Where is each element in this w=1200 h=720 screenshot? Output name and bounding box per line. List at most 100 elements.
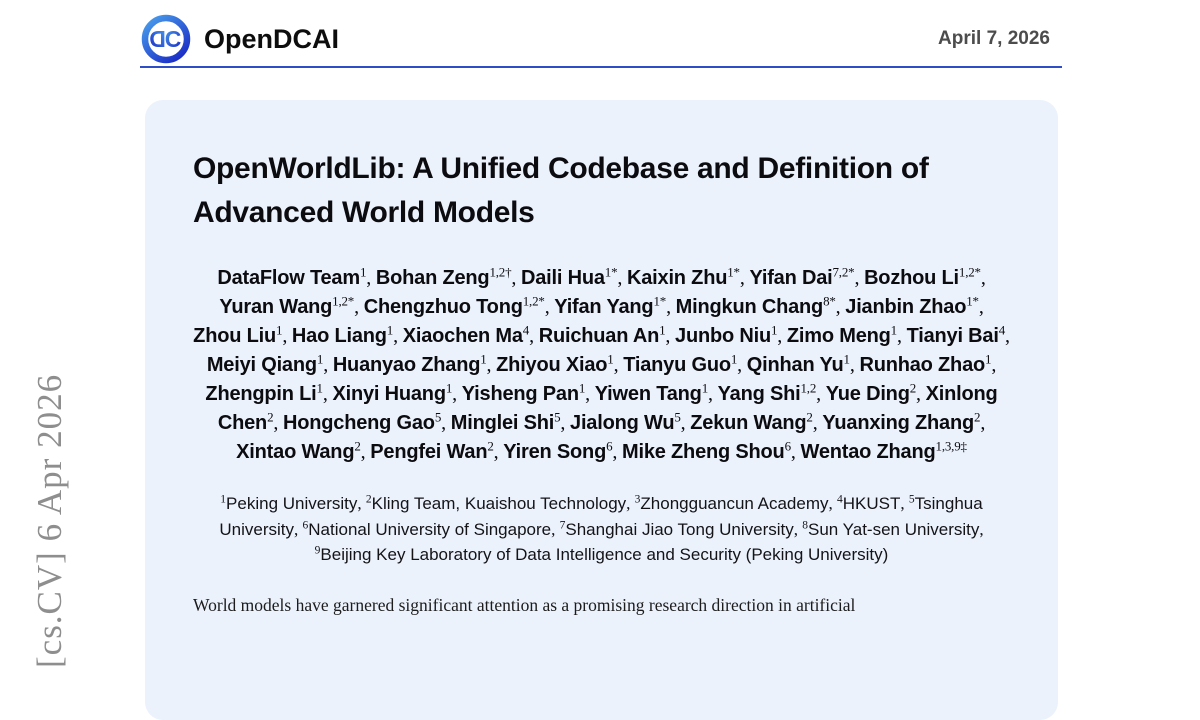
affiliation: 5Tsinghua University: [219, 493, 983, 539]
separator: ,: [777, 325, 787, 347]
author: Junbo Niu1: [675, 322, 778, 347]
affiliation-list: 1Peking University, 2Kling Team, Kuaisho…: [193, 491, 1010, 568]
author: Tianyi Bai4: [906, 322, 1006, 347]
separator: ,: [452, 383, 462, 405]
separator: ,: [812, 412, 823, 434]
separator: ,: [1005, 325, 1010, 347]
author: Zhiyou Xiao1: [496, 351, 614, 376]
separator: ,: [626, 494, 635, 513]
separator: ,: [441, 412, 451, 434]
separator: ,: [666, 296, 676, 318]
brand: D C OpenDCAI: [140, 13, 339, 65]
svg-text:D: D: [149, 26, 166, 52]
author: Mingkun Chang8*: [675, 293, 836, 318]
affiliation: 3Zhongguancun Academy: [634, 493, 829, 513]
author: Yifan Dai7,2*: [749, 264, 855, 289]
separator: ,: [816, 383, 826, 405]
author: Xinyi Huang1: [332, 380, 453, 405]
header-divider: [140, 66, 1062, 68]
author: Yisheng Pan1: [461, 380, 586, 405]
separator: ,: [708, 383, 718, 405]
separator: ,: [665, 325, 676, 347]
separator: ,: [393, 325, 403, 347]
separator: ,: [790, 441, 801, 463]
author: Mike Zheng Shou6: [622, 438, 791, 463]
author: Kaixin Zhu1*: [627, 264, 740, 289]
author: Qinhan Yu1: [746, 351, 850, 376]
separator: ,: [617, 267, 627, 289]
author: Chengzhuo Tong1,2*: [363, 293, 545, 318]
author: Wentao Zhang1,3,9‡: [800, 438, 968, 463]
author: Bozhou Li1,2*: [864, 264, 981, 289]
opendcai-logo-icon: D C: [141, 14, 191, 64]
separator: ,: [323, 354, 333, 376]
author: Jialong Wu5: [570, 409, 681, 434]
separator: ,: [493, 441, 504, 463]
svg-text:C: C: [165, 26, 182, 52]
author: Runhao Zhao1: [859, 351, 992, 376]
separator: ,: [849, 354, 860, 376]
separator: ,: [282, 325, 292, 347]
separator: ,: [511, 267, 521, 289]
author: DataFlow Team1: [217, 264, 367, 289]
separator: ,: [357, 494, 366, 513]
arxiv-watermark: [cs.CV] 6 Apr 2026: [30, 373, 69, 668]
author: Xiaochen Ma4: [402, 322, 530, 347]
separator: ,: [896, 325, 907, 347]
affiliation: 8Sun Yat-sen University: [802, 518, 980, 539]
author: Zhengpin Li1: [205, 380, 323, 405]
author: Hongcheng Gao5: [282, 409, 442, 434]
author: Ruichuan An1: [538, 322, 666, 347]
affiliation: 7Shanghai Jiao Tong University: [559, 518, 794, 539]
separator: ,: [486, 354, 497, 376]
author: Hao Liang1: [291, 322, 394, 347]
author: Yiren Song6: [503, 438, 613, 463]
separator: ,: [854, 267, 865, 289]
paper-card: OpenWorldLib: A Unified Codebase and Def…: [145, 100, 1058, 720]
separator: ,: [793, 519, 803, 539]
author: Bohan Zeng1,2†: [375, 264, 512, 289]
author: Pengfei Wan2: [370, 438, 494, 463]
author: Jianbin Zhao1*: [845, 293, 979, 318]
affiliation: 9Beijing Key Laboratory of Data Intellig…: [314, 544, 889, 564]
abstract-text: World models have garnered significant a…: [193, 594, 856, 615]
author: Zimo Meng1: [786, 322, 897, 347]
paper-title: OpenWorldLib: A Unified Codebase and Def…: [193, 152, 929, 229]
author: Zekun Wang2: [690, 409, 813, 434]
author: Minglei Shi5: [450, 409, 561, 434]
page-column: D C OpenDCAI April 7, 2026 OpenWorldLib:…: [140, 0, 1062, 720]
separator: ,: [680, 412, 691, 434]
affiliation: 6National University of Singapore: [302, 518, 552, 539]
header-date: April 7, 2026: [938, 28, 1050, 49]
separator: ,: [613, 354, 624, 376]
separator: ,: [294, 519, 303, 539]
author: Xintao Wang2: [236, 438, 361, 463]
separator: ,: [991, 354, 997, 376]
affiliation: 2Kling Team, Kuaishou Technology: [365, 493, 627, 513]
separator: ,: [916, 383, 926, 405]
author: Meiyi Qiang1: [206, 351, 324, 376]
author: Xinlong Chen2: [217, 383, 998, 434]
separator: ,: [560, 412, 571, 434]
separator: ,: [322, 383, 333, 405]
author: Huanyao Zhang1: [332, 351, 487, 376]
author: Yuran Wang1,2*: [219, 293, 355, 318]
separator: ,: [551, 519, 560, 539]
separator: ,: [529, 325, 539, 347]
separator: ,: [585, 383, 595, 405]
separator: ,: [980, 412, 986, 434]
separator: ,: [978, 296, 984, 318]
separator: ,: [360, 441, 371, 463]
affiliation: 1Peking University: [220, 493, 358, 513]
site-header: D C OpenDCAI April 7, 2026: [140, 0, 1062, 66]
author: Yiwen Tang1: [594, 380, 708, 405]
separator: ,: [835, 296, 846, 318]
separator: ,: [980, 267, 986, 289]
author: Yang Shi1,2: [717, 380, 817, 405]
brand-name: OpenDCAI: [204, 23, 339, 54]
author: Zhou Liu1: [193, 322, 283, 347]
author: Yifan Yang1*: [554, 293, 667, 318]
separator: ,: [273, 412, 283, 434]
separator: ,: [828, 494, 838, 513]
separator: ,: [612, 441, 623, 463]
